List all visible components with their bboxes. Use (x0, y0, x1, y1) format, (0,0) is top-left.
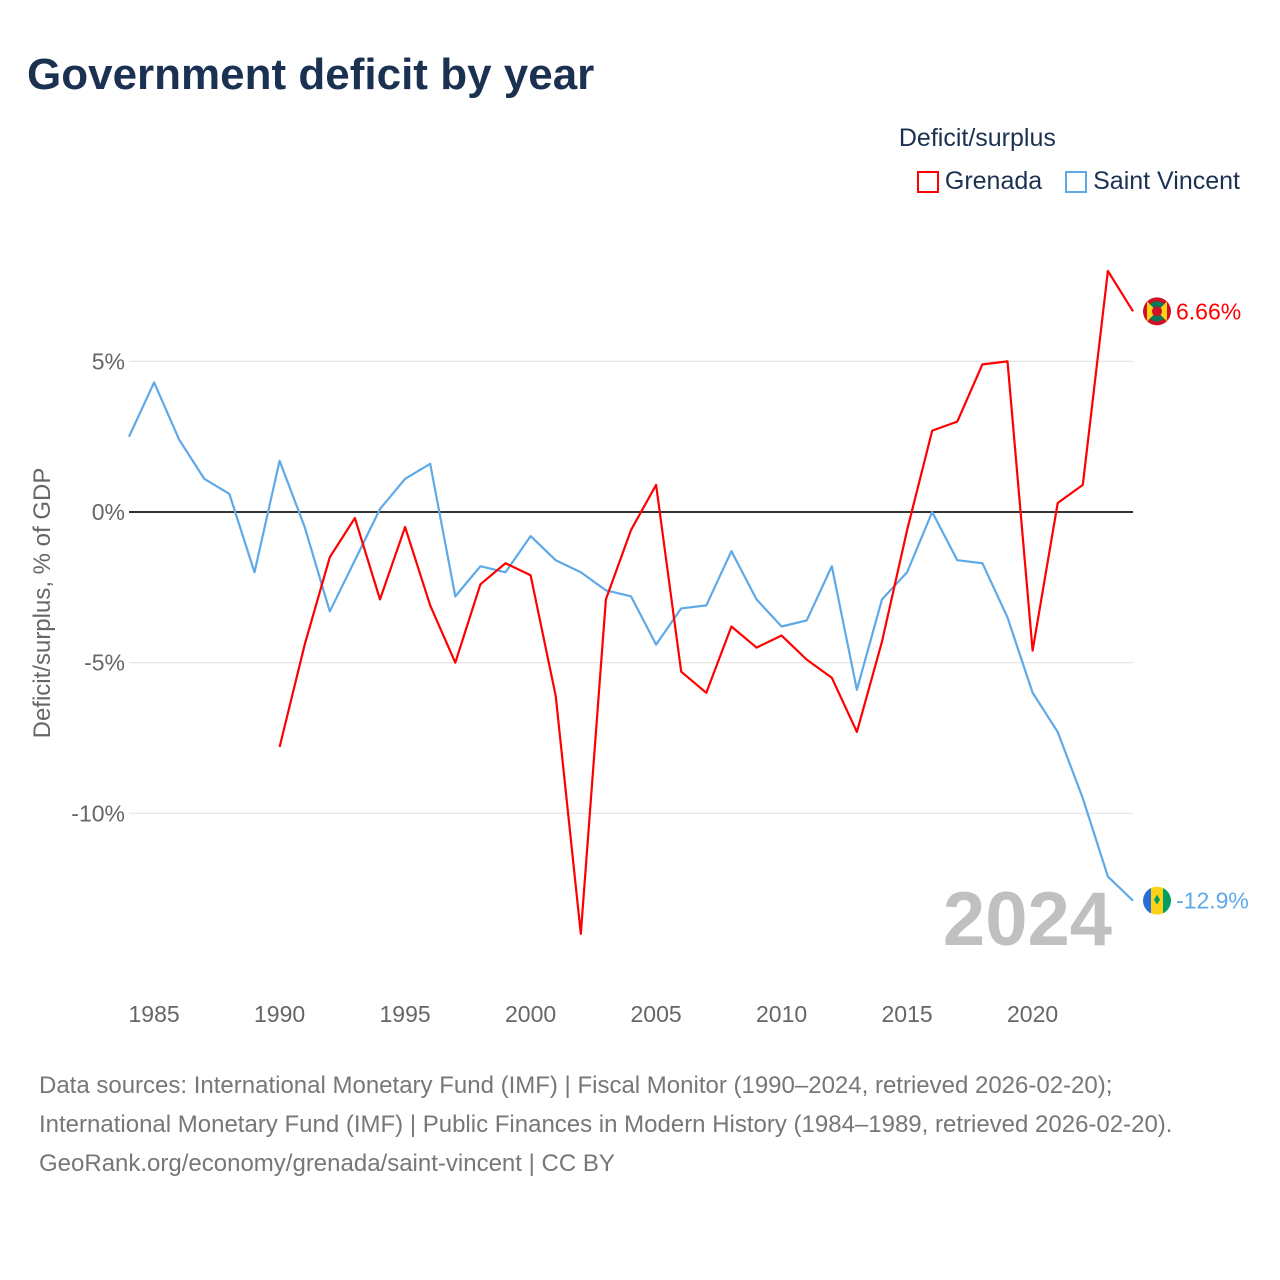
x-tick-label: 2000 (505, 1001, 556, 1027)
legend: Deficit/surplus Grenada Saint Vincent (898, 124, 1240, 200)
y-tick-label: 0% (92, 499, 125, 525)
x-tick-label: 1985 (129, 1001, 180, 1027)
flag-center (1152, 306, 1162, 317)
legend-label: Saint Vincent (1093, 167, 1240, 195)
legend-item-saint-vincent[interactable]: Saint Vincent (1065, 167, 1240, 196)
source-link[interactable]: GeoRank.org/economy/grenada/saint-vincen… (39, 1150, 615, 1177)
grenada-flag-icon (1143, 297, 1171, 326)
flag-green (1163, 886, 1171, 915)
legend-item-grenada[interactable]: Grenada (916, 167, 1043, 196)
chart-title: Government deficit by year (27, 50, 595, 99)
data-sources: Data sources: International Monetary Fun… (39, 1066, 1239, 1183)
y-axis-label: Deficit/surplus, % of GDP (29, 468, 56, 739)
x-tick-label: 1990 (254, 1001, 305, 1027)
end-value-label: 6.66% (1176, 298, 1241, 324)
flag-blue (1143, 886, 1151, 915)
legend-swatch-saint-vincent (1065, 170, 1088, 193)
flag-body (1143, 886, 1171, 915)
x-tick-label: 2015 (882, 1001, 933, 1027)
series-line-grenada (278, 269, 1134, 935)
x-tick-label: 1995 (380, 1001, 431, 1027)
x-tick-label: 2005 (631, 1001, 682, 1027)
line-chart: 5% 0% -5% -10% 1985 1990 1995 2000 2005 2010 2015 2… (29, 269, 1249, 1027)
year-watermark: 2024 (943, 877, 1112, 962)
source-text: Data sources: International Monetary Fun… (39, 1072, 1173, 1138)
saint-vincent-flag-icon (1143, 886, 1171, 915)
end-value-label: -12.9% (1176, 888, 1249, 914)
series-line-saint-vincent (128, 381, 1134, 902)
y-tick-label: 5% (92, 348, 125, 374)
x-tick-label: 2020 (1007, 1001, 1058, 1027)
legend-title: Deficit/surplus (898, 124, 1056, 152)
legend-swatch-grenada (916, 170, 939, 193)
flag-diamonds (1154, 894, 1160, 905)
y-tick-label: -5% (84, 650, 125, 676)
y-tick-label: -10% (71, 800, 125, 826)
x-tick-label: 2010 (756, 1001, 807, 1027)
legend-label: Grenada (944, 167, 1043, 195)
